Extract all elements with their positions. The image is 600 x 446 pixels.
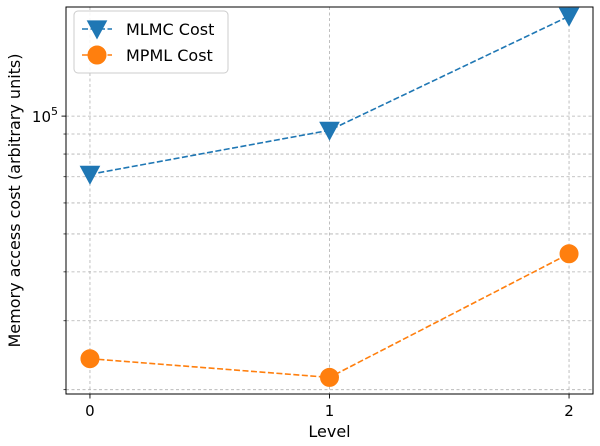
legend-entry: MLMC Cost bbox=[82, 20, 214, 40]
legend-marker bbox=[87, 45, 107, 65]
series-0 bbox=[79, 7, 580, 185]
legend-box bbox=[73, 10, 229, 74]
data-point bbox=[559, 244, 579, 264]
x-tick-label: 1 bbox=[325, 402, 335, 420]
data-point bbox=[79, 165, 101, 185]
series-1 bbox=[80, 244, 579, 387]
grid-major bbox=[66, 7, 593, 394]
legend-entry: MPML Cost bbox=[82, 45, 213, 65]
x-tick-label: 2 bbox=[564, 402, 574, 420]
legend-label: MPML Cost bbox=[126, 46, 213, 65]
y-tick-label: 105 bbox=[32, 105, 58, 126]
data-point bbox=[80, 349, 100, 369]
x-tick-label: 0 bbox=[85, 402, 95, 420]
series-layer bbox=[79, 7, 580, 387]
y-axis-label: Memory access cost (arbitrary units) bbox=[5, 53, 24, 347]
legend: MLMC Cost MPML Cost bbox=[73, 10, 229, 74]
legend-label: MLMC Cost bbox=[126, 20, 214, 39]
legend-marker bbox=[86, 20, 108, 40]
x-axis-label: Level bbox=[308, 422, 350, 441]
data-point bbox=[320, 367, 339, 387]
data-point bbox=[319, 121, 340, 141]
data-point bbox=[558, 7, 580, 27]
ticks: 105 0 1 2 bbox=[32, 105, 574, 420]
